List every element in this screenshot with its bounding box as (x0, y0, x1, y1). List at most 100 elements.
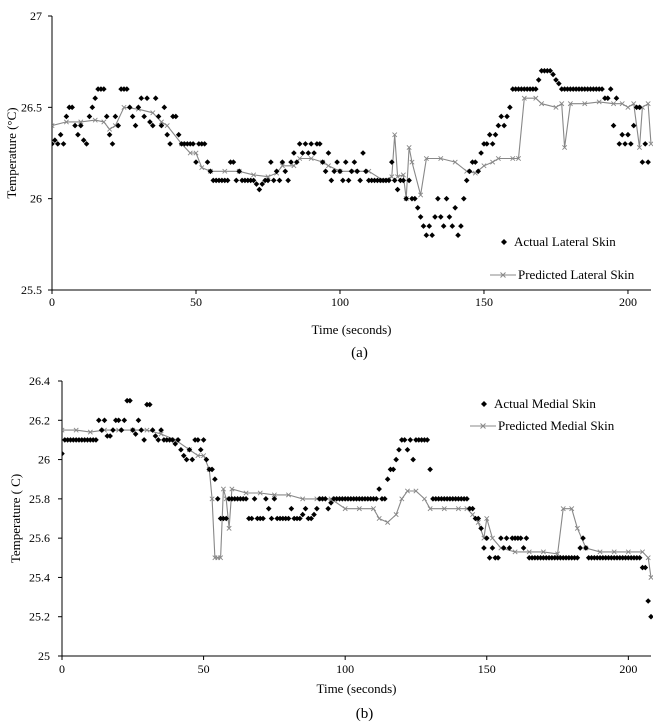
y-tick-label: 26 (30, 192, 42, 206)
actual-point (449, 223, 455, 229)
predicted-point (626, 105, 630, 109)
actual-point (75, 132, 81, 138)
actual-point (628, 141, 634, 147)
actual-point (289, 506, 295, 512)
actual-point (617, 141, 623, 147)
actual-point (110, 141, 116, 147)
y-axis-label: Temperature (°C) (4, 107, 19, 198)
actual-point (252, 496, 258, 502)
actual-point (110, 427, 116, 433)
actual-point (461, 196, 467, 202)
actual-point (424, 437, 430, 443)
legend-label: Predicted Lateral Skin (518, 267, 635, 282)
y-tick-label: 25.2 (29, 610, 50, 624)
predicted-point (482, 164, 486, 168)
actual-point (637, 105, 643, 111)
x-axis-label: Time (seconds) (316, 681, 396, 696)
y-tick-label: 26.2 (29, 413, 50, 427)
actual-point (605, 95, 611, 101)
actual-point (268, 159, 274, 165)
actual-point (130, 114, 136, 120)
actual-point (87, 114, 93, 120)
actual-point (198, 447, 204, 453)
actual-point (346, 178, 352, 184)
actual-point (490, 545, 496, 551)
legend-label: Actual Lateral Skin (514, 234, 616, 249)
legend: Actual Medial SkinPredicted Medial Skin (470, 396, 615, 433)
actual-point (441, 223, 447, 229)
actual-point (311, 150, 317, 156)
actual-point (484, 141, 490, 147)
actual-point (184, 457, 190, 463)
actual-point (189, 457, 195, 463)
actual-point (389, 159, 395, 165)
y-tick-label: 26.5 (21, 100, 42, 114)
actual-point (308, 141, 314, 147)
actual-point (193, 159, 199, 165)
actual-point (133, 431, 139, 437)
actual-point (490, 141, 496, 147)
actual-point (501, 545, 507, 551)
actual-point (176, 132, 182, 138)
actual-point (64, 114, 70, 120)
actual-point (58, 132, 64, 138)
actual-point (133, 123, 139, 129)
actual-point (205, 159, 211, 165)
chart-caption: (a) (351, 345, 368, 361)
actual-point (637, 555, 643, 561)
actual-point (334, 159, 340, 165)
actual-point (357, 178, 363, 184)
actual-point (101, 86, 107, 92)
actual-point (426, 223, 432, 229)
actual-point (329, 178, 335, 184)
actual-point (521, 545, 527, 551)
plot-area (49, 68, 653, 238)
actual-point (484, 535, 490, 541)
actual-point (164, 132, 170, 138)
actual-point (190, 141, 196, 147)
actual-point (402, 437, 408, 443)
x-tick-label: 100 (336, 662, 354, 676)
actual-point (473, 159, 479, 165)
actual-point (418, 214, 424, 220)
actual-point (308, 516, 314, 522)
actual-point (392, 178, 398, 184)
actual-point (429, 232, 435, 238)
y-tick-label: 26.4 (29, 374, 50, 388)
x-tick-label: 100 (331, 295, 349, 309)
actual-point (249, 516, 255, 522)
actual-point (496, 123, 502, 129)
actual-point (92, 95, 98, 101)
y-tick-label: 25.5 (21, 283, 42, 297)
actual-point (648, 614, 653, 620)
actual-point (424, 232, 430, 238)
actual-point (153, 95, 159, 101)
actual-point (288, 159, 294, 165)
legend-label: Actual Medial Skin (494, 396, 596, 411)
actual-point (376, 486, 382, 492)
actual-point (427, 467, 433, 473)
predicted-point (326, 164, 330, 168)
predicted-point (107, 127, 111, 131)
predicted-point (377, 516, 381, 520)
actual-point (455, 232, 461, 238)
actual-point (599, 86, 605, 92)
actual-point (385, 476, 391, 482)
actual-point (395, 187, 401, 193)
actual-point (447, 214, 453, 220)
actual-point (643, 565, 649, 571)
y-tick-label: 25 (38, 649, 50, 663)
actual-point (72, 123, 78, 129)
actual-point (300, 150, 306, 156)
actual-point (212, 476, 218, 482)
actual-point (138, 95, 144, 101)
actual-point (325, 506, 331, 512)
actual-point (614, 95, 620, 101)
actual-point (608, 86, 614, 92)
actual-point (360, 150, 366, 156)
actual-point (136, 417, 142, 423)
predicted-point (385, 520, 389, 524)
actual-point (173, 114, 179, 120)
actual-point (493, 132, 499, 138)
